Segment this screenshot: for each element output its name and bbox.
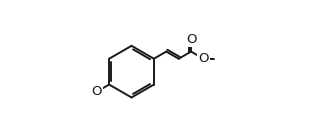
Text: O: O <box>92 85 102 98</box>
Text: O: O <box>186 33 196 46</box>
Text: O: O <box>198 52 209 65</box>
